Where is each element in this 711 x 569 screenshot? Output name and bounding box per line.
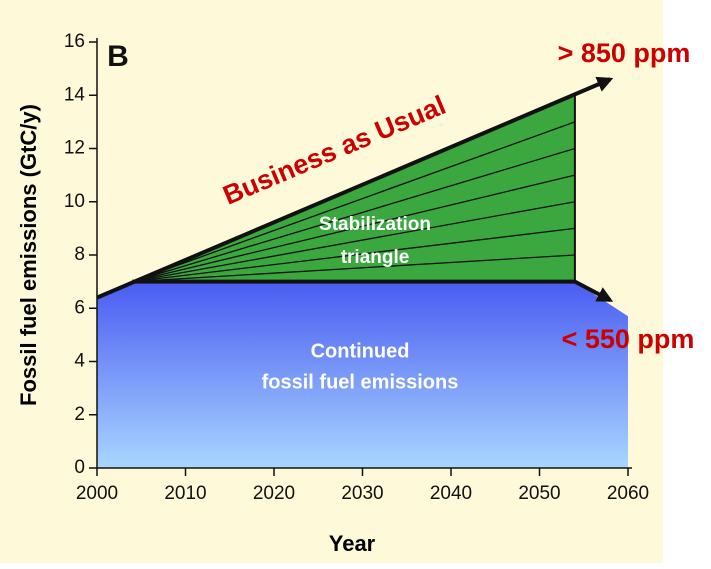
annotation: Stabilization: [319, 214, 431, 235]
annotation: triangle: [341, 247, 410, 268]
x-tick-label: 2050: [518, 483, 560, 504]
y-tick-label: 14: [64, 84, 86, 105]
y-tick-label: 16: [64, 31, 85, 52]
annotation: fossil fuel emissions: [262, 371, 459, 393]
wedge-line: [132, 254, 575, 283]
x-axis-label: Year: [329, 531, 376, 556]
y-tick-label: 0: [74, 457, 85, 478]
wedge-line: [132, 147, 576, 283]
wedge-line: [132, 227, 575, 283]
x-tick-label: 2000: [76, 483, 118, 504]
annotation: < 550 ppm: [562, 324, 695, 354]
annotation: Continued: [311, 340, 410, 362]
continued-emissions-area: [97, 281, 628, 468]
x-tick-label: 2020: [253, 483, 295, 504]
annotation: > 850 ppm: [558, 38, 691, 68]
y-tick-label: 8: [74, 244, 85, 265]
x-tick-label: 2040: [430, 483, 472, 504]
bau-line: [96, 76, 614, 300]
x-tick-label: 2060: [607, 483, 649, 504]
y-tick-label: 2: [74, 404, 85, 425]
wedge-line: [132, 121, 576, 283]
stabilized-line: [132, 279, 614, 303]
wedge-line: [132, 201, 576, 283]
annotation: B: [107, 40, 129, 73]
y-axis-label: Fossil fuel emissions (GtC/y): [16, 104, 41, 406]
x-tick-label: 2030: [341, 483, 383, 504]
y-tick-label: 12: [64, 138, 85, 159]
y-tick-label: 10: [64, 191, 85, 212]
y-tick-label: 6: [74, 297, 85, 318]
x-tick-label: 2010: [164, 483, 206, 504]
wedge-line: [132, 174, 576, 283]
y-tick-label: 4: [74, 351, 85, 372]
